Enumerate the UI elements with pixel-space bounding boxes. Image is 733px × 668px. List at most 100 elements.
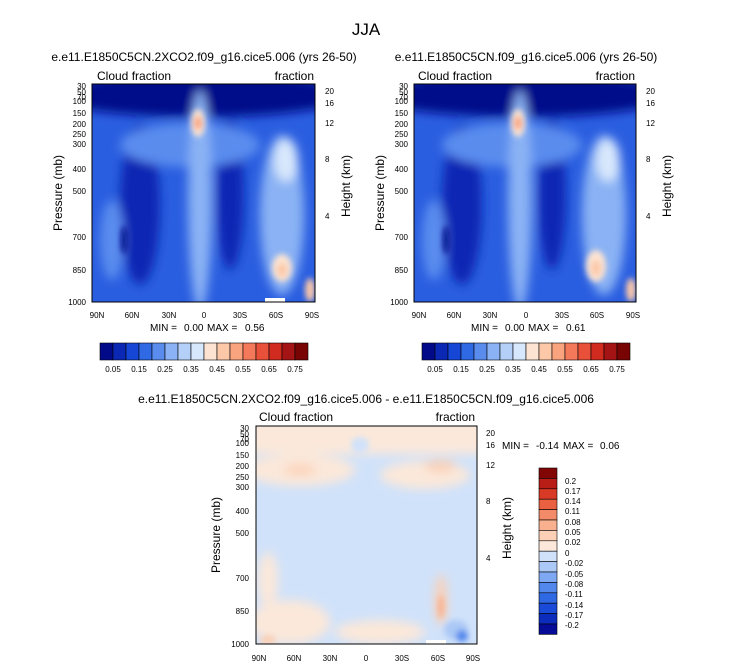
panel-3-ytick-300: 300	[236, 483, 250, 492]
panel-1-y2tick-12: 12	[325, 119, 334, 128]
panel-2-ytick-70: 70	[399, 93, 408, 102]
panel-3-min-value: -0.14	[536, 441, 559, 452]
panel-1-colorbar-swatch-6	[177, 342, 192, 361]
panel-1-ytick-200: 200	[73, 120, 87, 129]
panel-3-cbar-label-3: 0.11	[565, 507, 581, 516]
panel-2-x-ticks: 90N 60N 30N 0 30S 60S 90S	[412, 311, 640, 320]
panel-1-left-label: Cloud fraction	[97, 69, 171, 83]
panel-2-y2tick-8: 8	[646, 155, 651, 164]
panel-3-xtick-90s: 90S	[466, 654, 480, 663]
panel-2-ytick-700: 700	[395, 233, 409, 242]
panel-1-right-label: fraction	[275, 69, 314, 83]
panel-1-colorbar-swatch-4	[151, 342, 166, 361]
panel-3-cbar-label-12: -0.14	[565, 601, 584, 610]
panel-1-colorbar-swatch-11	[242, 342, 257, 361]
panel-3-colorbar-swatch-2	[538, 488, 558, 500]
panel-1-y2tick-8: 8	[325, 155, 330, 164]
panel-2-y2tick-4: 4	[646, 212, 651, 221]
panel-3-title: e.e11.E1850C5CN.2XCO2.f09_g16.cice5.006 …	[138, 392, 594, 406]
panel-1-ytick-250: 250	[73, 130, 87, 139]
panel-3-colorbar-labels: 0.2 0.17 0.14 0.11 0.08 0.05 0.02 0 -0.0…	[565, 477, 584, 630]
panel-2-xtick-30s: 30S	[555, 311, 569, 320]
panel-3-colorbar-swatch-8	[538, 550, 558, 562]
panel-3-cbar-label-9: -0.05	[565, 570, 584, 579]
panel-1-y-ticks: 30 50 70 100 150 200 250 300 400 500 700…	[68, 82, 86, 307]
panel-2-cbar-label-7: 0.75	[609, 365, 625, 374]
panel-1-xtick-0: 0	[202, 311, 207, 320]
panel-2-cbar-label-1: 0.15	[453, 365, 469, 374]
panel-2-min-value: 0.00	[505, 323, 525, 334]
panel-1-colorbar-swatch-13	[268, 342, 283, 361]
panel-1: e.e11.E1850C5CN.2XCO2.f09_g16.cice5.006 …	[51, 50, 357, 374]
panel-1-cbar-label-6: 0.65	[261, 365, 277, 374]
panel-3-cbar-label-2: 0.14	[565, 497, 581, 506]
panel-1-xtick-90s: 90S	[305, 311, 319, 320]
panel-2-y-ticks: 30 50 70 100 150 200 250 300 400 500 700…	[390, 82, 408, 307]
panel-1-xtick-30n: 30N	[162, 311, 177, 320]
panel-2-xtick-0: 0	[524, 311, 529, 320]
panel-1-cbar-label-0: 0.05	[105, 365, 121, 374]
panel-3-cbar-label-7: 0	[565, 549, 570, 558]
panel-2-colorbar-labels: 0.05 0.15 0.25 0.35 0.45 0.55 0.65 0.75	[427, 365, 625, 374]
panel-2-ylabel: Pressure (mb)	[373, 155, 387, 231]
panel-2-colorbar-swatch-2	[447, 342, 462, 361]
panel-1-ytick-400: 400	[73, 165, 87, 174]
panel-2-ytick-850: 850	[395, 266, 409, 275]
panel-3-y2tick-8: 8	[486, 497, 491, 506]
panel-1-xtick-30s: 30S	[233, 311, 247, 320]
panel-1-colorbar-swatch-2	[125, 342, 140, 361]
panel-3-y-ticks: 30 50 70 100 150 200 250 300 400 500 700…	[231, 424, 249, 649]
panel-1-colorbar-swatch-5	[164, 342, 179, 361]
panel-1-cbar-label-3: 0.35	[183, 365, 199, 374]
panel-1-ytick-70: 70	[77, 93, 86, 102]
panel-3-left-label: Cloud fraction	[259, 410, 333, 424]
panel-1-ytick-100: 100	[73, 97, 87, 106]
panel-3-cbar-label-1: 0.17	[565, 487, 581, 496]
panel-1-colorbar-swatch-8	[203, 342, 218, 361]
panel-2-stats: MIN = 0.00 MAX = 0.61	[471, 323, 586, 334]
panel-3-colorbar-swatch-5	[538, 519, 558, 531]
panel-2-ytick-200: 200	[395, 120, 409, 129]
panel-3-ytick-100: 100	[236, 439, 250, 448]
panel-2-y2-ticks: 20 16 12 8 4	[646, 87, 655, 221]
panel-2-cbar-label-6: 0.65	[583, 365, 599, 374]
panel-2-cbar-label-0: 0.05	[427, 365, 443, 374]
panel-1-cbar-label-4: 0.45	[209, 365, 225, 374]
panel-3-y2label: Height (km)	[500, 497, 514, 559]
panel-3-colorbar-swatch-7	[538, 540, 558, 552]
panel-1-colorbar-labels: 0.05 0.15 0.25 0.35 0.45 0.55 0.65 0.75	[105, 365, 303, 374]
panel-1-colorbar-swatch-12	[255, 342, 270, 361]
panel-3-ytick-700: 700	[236, 574, 250, 583]
panel-3-ytick-70: 70	[240, 435, 249, 444]
panel-1-colorbar-swatch-3	[138, 342, 153, 361]
panel-2-title: e.e11.E1850C5CN.f09_g16.cice5.006 (yrs 2…	[395, 50, 658, 64]
panel-3-colorbar-swatch-3	[538, 498, 558, 510]
panel-2-colorbar-swatch-10	[551, 342, 566, 361]
panel-3-cbar-label-14: -0.2	[565, 621, 579, 630]
panel-3-field	[256, 426, 477, 644]
panel-3-colorbar-swatch-9	[538, 561, 558, 573]
panel-1-colorbar-swatch-9	[216, 342, 231, 361]
panel-2-ytick-100: 100	[395, 97, 409, 106]
panel-1-y2label: Height (km)	[339, 155, 353, 217]
panel-3-cbar-label-8: -0.02	[565, 559, 584, 568]
panel-2-ytick-400: 400	[395, 165, 409, 174]
panel-3-colorbar-swatch-1	[538, 478, 558, 490]
panel-3-cbar-label-4: 0.08	[565, 518, 581, 527]
panel-3-ytick-50: 50	[240, 430, 249, 439]
panel-1-colorbar-swatch-7	[190, 342, 205, 361]
panel-3-colorbar-swatch-11	[538, 582, 558, 594]
panel-2-ytick-30: 30	[399, 82, 408, 91]
panel-1-ytick-850: 850	[73, 266, 87, 275]
panel-3-xtick-90n: 90N	[252, 654, 267, 663]
panel-1-y2-ticks: 20 16 12 8 4	[325, 87, 334, 221]
panel-3-ytick-30: 30	[240, 424, 249, 433]
panel-1-ytick-700: 700	[73, 233, 87, 242]
panel-1-title: e.e11.E1850C5CN.2XCO2.f09_g16.cice5.006 …	[51, 50, 356, 64]
panel-3-ytick-250: 250	[236, 473, 250, 482]
panel-2-colorbar-swatch-0	[421, 342, 436, 361]
panel-2-y2tick-20: 20	[646, 87, 655, 96]
panel-2-cbar-label-2: 0.25	[479, 365, 495, 374]
panel-3-colorbar-swatch-6	[538, 530, 558, 542]
